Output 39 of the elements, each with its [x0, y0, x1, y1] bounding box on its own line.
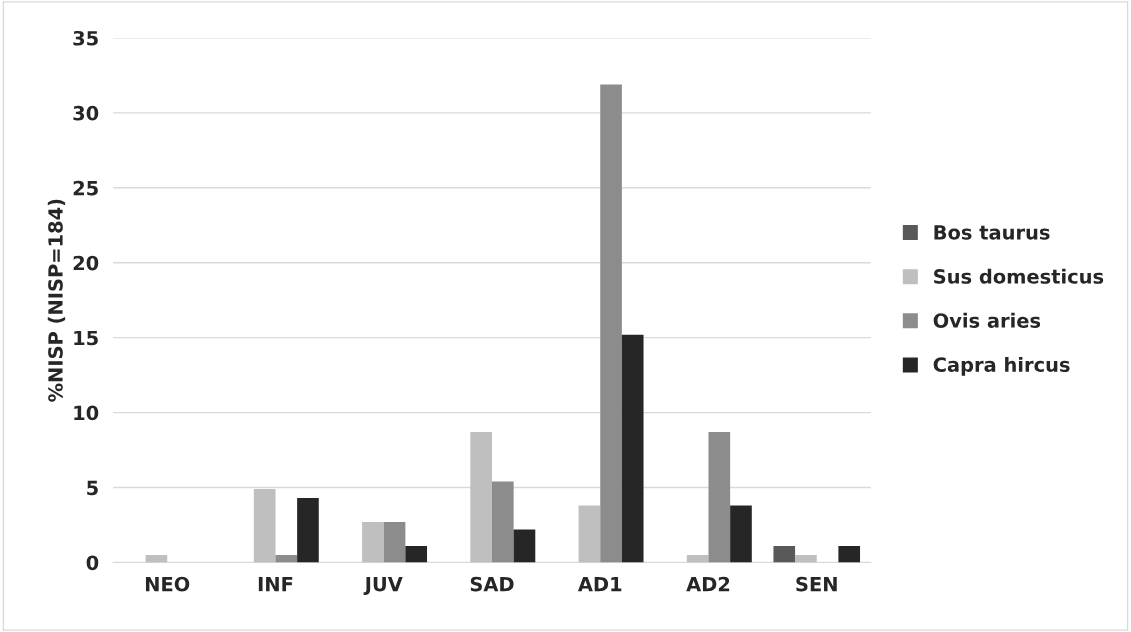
bar — [362, 522, 384, 563]
bar — [253, 489, 276, 563]
legend-label: Sus domesticus — [934, 268, 1104, 284]
bar — [621, 334, 644, 563]
bar — [513, 529, 536, 563]
legend-label: Ovis aries — [933, 312, 1041, 328]
bar — [773, 545, 796, 563]
bar — [686, 554, 709, 563]
bar — [491, 481, 514, 563]
y-axis-title: %NISP (NISP=184) — [47, 199, 66, 402]
y-tick-label: 10 — [74, 405, 99, 421]
bar — [838, 545, 861, 563]
bar — [578, 505, 601, 563]
bar — [708, 432, 731, 563]
bar — [275, 554, 298, 563]
bar — [470, 432, 492, 563]
bar — [145, 554, 168, 563]
bar — [383, 522, 406, 563]
x-tick-label: AD1 — [577, 576, 622, 592]
bar — [730, 505, 752, 563]
y-tick-label: 35 — [73, 30, 98, 46]
x-tick-label: SAD — [470, 576, 514, 592]
x-tick-label: SEN — [796, 576, 837, 592]
bar — [600, 84, 622, 563]
x-tick-label: NEO — [145, 576, 190, 592]
y-tick-label: 25 — [73, 180, 98, 196]
y-tick-label: 0 — [86, 555, 99, 571]
y-tick-label: 15 — [74, 330, 98, 346]
bar — [795, 554, 817, 563]
bar — [297, 498, 319, 563]
y-tick-label: 5 — [87, 480, 98, 496]
bar — [405, 545, 428, 563]
y-tick-label: 30 — [73, 105, 99, 121]
legend-label: Bos taurus — [934, 225, 1050, 240]
x-tick-label: JUV — [363, 576, 403, 596]
x-tick-label: AD2 — [686, 576, 730, 592]
x-tick-label: INF — [258, 576, 293, 592]
y-tick-label: 20 — [73, 255, 99, 271]
legend-label: Capra hircus — [933, 356, 1070, 376]
